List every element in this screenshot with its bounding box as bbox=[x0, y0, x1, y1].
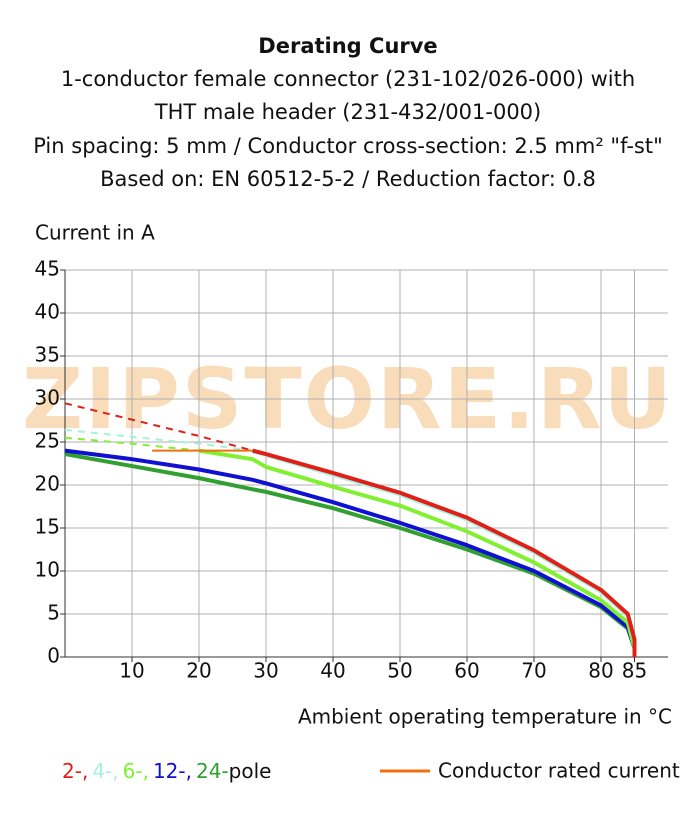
y-axis-label: Current in A bbox=[35, 221, 155, 245]
y-tick-label: 25 bbox=[35, 429, 60, 453]
dashed-line bbox=[64, 436, 200, 452]
legend-suffix: pole bbox=[229, 759, 272, 783]
series-line bbox=[252, 448, 637, 657]
x-axis-label: Ambient operating temperature in °C bbox=[298, 705, 672, 729]
y-tick-label: 10 bbox=[35, 558, 60, 582]
x-tick-label: 40 bbox=[320, 659, 345, 683]
x-tick-label: 70 bbox=[521, 659, 546, 683]
dashed-line bbox=[64, 428, 253, 452]
legend-entry: 24- bbox=[196, 759, 229, 783]
legend-entry: 4-, bbox=[92, 759, 118, 783]
y-tick-label: 0 bbox=[47, 644, 60, 668]
y-tick-label: 15 bbox=[35, 515, 60, 539]
x-tick-label: 60 bbox=[454, 659, 479, 683]
x-tick-label: 20 bbox=[186, 659, 211, 683]
x-tick-label: 10 bbox=[119, 659, 144, 683]
x-tick-label: 85 bbox=[622, 659, 647, 683]
x-tick-label: 30 bbox=[253, 659, 278, 683]
x-tick-label: 80 bbox=[588, 659, 613, 683]
subtitle: Based on: EN 60512-5-2 / Reduction facto… bbox=[100, 167, 596, 191]
x-tick-label: 50 bbox=[387, 659, 412, 683]
subtitle: THT male header (231-432/001-000) bbox=[154, 100, 541, 124]
y-tick-label: 45 bbox=[35, 257, 60, 281]
y-tick-label: 20 bbox=[35, 472, 60, 496]
legend-entry: 12-, bbox=[153, 759, 192, 783]
y-tick-label: 5 bbox=[47, 601, 60, 625]
series-line bbox=[64, 452, 637, 657]
legend: 2-, 4-, 6-, 12-, 24-pole bbox=[62, 759, 271, 783]
series-line bbox=[252, 449, 637, 657]
subtitle: Pin spacing: 5 mm / Conductor cross-sect… bbox=[33, 134, 663, 158]
legend-entry: Conductor rated current bbox=[438, 759, 680, 783]
y-tick-label: 40 bbox=[35, 300, 60, 324]
chart-title: Derating Curve bbox=[258, 34, 437, 58]
subtitle: 1-conductor female connector (231-102/02… bbox=[61, 67, 635, 91]
y-tick-label: 35 bbox=[35, 343, 60, 367]
legend-entry: 2-, bbox=[62, 759, 88, 783]
y-tick-label: 30 bbox=[35, 386, 60, 410]
legend-entry: 6-, bbox=[123, 759, 149, 783]
